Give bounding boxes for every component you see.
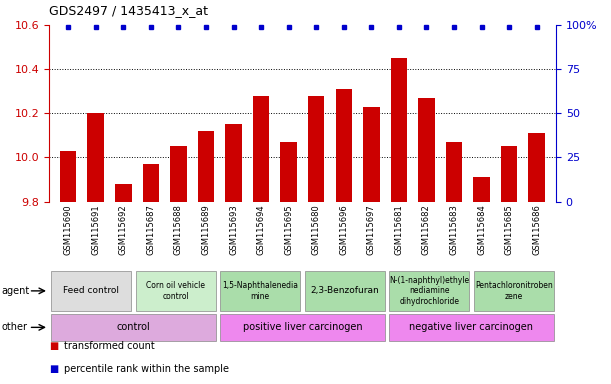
Bar [253, 96, 269, 202]
Bar [136, 271, 216, 311]
Bar [305, 271, 385, 311]
Text: percentile rank within the sample: percentile rank within the sample [64, 364, 229, 374]
Text: Feed control: Feed control [63, 286, 119, 295]
Bar [474, 271, 554, 311]
Text: transformed count: transformed count [64, 341, 155, 351]
Bar [51, 271, 131, 311]
Text: ■: ■ [49, 364, 58, 374]
Bar [225, 124, 242, 202]
Text: agent: agent [1, 286, 29, 296]
Bar [170, 146, 187, 202]
Text: N-(1-naphthyl)ethyle
nediamine
dihydrochloride: N-(1-naphthyl)ethyle nediamine dihydroch… [389, 276, 469, 306]
Bar [142, 164, 159, 202]
Text: Pentachloronitroben
zene: Pentachloronitroben zene [475, 281, 552, 301]
Text: other: other [1, 322, 27, 333]
Bar [418, 98, 435, 202]
Bar [51, 314, 216, 341]
Bar [87, 113, 104, 202]
Bar [220, 271, 300, 311]
Bar [335, 89, 352, 202]
Bar [280, 142, 297, 202]
Text: Corn oil vehicle
control: Corn oil vehicle control [146, 281, 205, 301]
Text: control: control [117, 322, 150, 333]
Bar [390, 58, 407, 202]
Text: ■: ■ [49, 341, 58, 351]
Bar [308, 96, 324, 202]
Bar [363, 107, 379, 202]
Bar [60, 151, 76, 202]
Bar [529, 133, 545, 202]
Bar [198, 131, 214, 202]
Bar [501, 146, 518, 202]
Bar [446, 142, 463, 202]
Bar [389, 271, 469, 311]
Bar [220, 314, 385, 341]
Bar [474, 177, 490, 202]
Text: GDS2497 / 1435413_x_at: GDS2497 / 1435413_x_at [49, 4, 208, 17]
Text: 1,5-Naphthalenedia
mine: 1,5-Naphthalenedia mine [222, 281, 298, 301]
Text: positive liver carcinogen: positive liver carcinogen [243, 322, 362, 333]
Text: 2,3-Benzofuran: 2,3-Benzofuran [310, 286, 379, 295]
Bar [115, 184, 131, 202]
Bar [389, 314, 554, 341]
Text: negative liver carcinogen: negative liver carcinogen [409, 322, 533, 333]
